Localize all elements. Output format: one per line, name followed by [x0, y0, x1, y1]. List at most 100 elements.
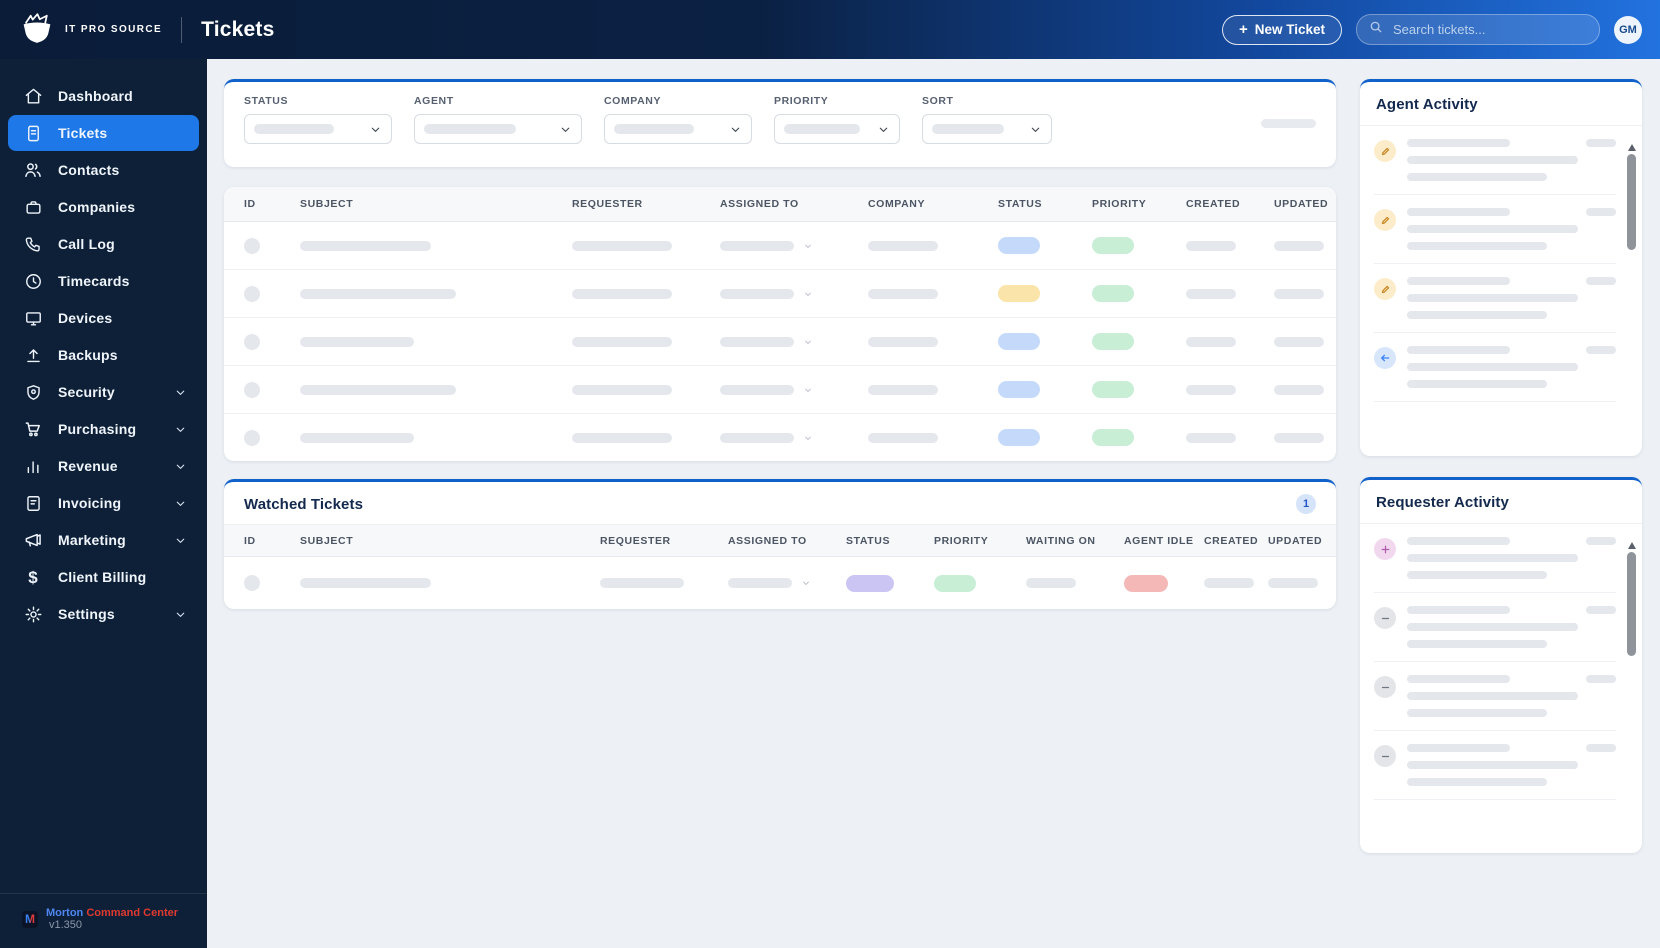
sidebar-item-contacts[interactable]: Contacts: [8, 152, 199, 188]
chevron-down-icon: [877, 123, 890, 136]
agent-filter-select[interactable]: [414, 114, 582, 144]
activity-line-skeleton: [1407, 709, 1547, 717]
sidebar-item-marketing[interactable]: Marketing: [8, 522, 199, 558]
sidebar-item-client-billing[interactable]: $ Client Billing: [8, 559, 199, 595]
header-divider: [181, 16, 183, 43]
assigned-skeleton: [728, 578, 792, 588]
sidebar-item-purchasing[interactable]: Purchasing: [8, 411, 199, 447]
new-ticket-button[interactable]: + New Ticket: [1221, 14, 1342, 45]
sidebar-item-dashboard[interactable]: Dashboard: [8, 78, 199, 114]
filter-label: AGENT: [414, 95, 454, 107]
priority-filter-select[interactable]: [774, 114, 900, 144]
activity-lines: [1407, 606, 1616, 648]
sidebar-item-call-log[interactable]: Call Log: [8, 226, 199, 262]
sidebar-item-label: Timecards: [58, 273, 130, 289]
activity-lines: [1407, 346, 1616, 388]
sidebar-item-settings[interactable]: Settings: [8, 596, 199, 632]
company-filter-select[interactable]: [604, 114, 752, 144]
sidebar-item-backups[interactable]: Backups: [8, 337, 199, 373]
ticket-row-skeleton: [224, 318, 1336, 366]
assigned-skeleton: [720, 384, 794, 395]
activity-time-skeleton: [1586, 606, 1616, 614]
tickets-icon: [23, 123, 43, 143]
call-log-icon: [23, 234, 43, 254]
status-filter-select[interactable]: [244, 114, 392, 144]
sidebar-item-revenue[interactable]: Revenue: [8, 448, 199, 484]
activity-title-skeleton: [1407, 744, 1510, 752]
requester-skeleton: [600, 578, 684, 588]
id-skeleton: [244, 429, 260, 446]
assigned-skeleton: [720, 288, 794, 299]
subject-skeleton: [300, 432, 414, 443]
assigned-skeleton: [720, 240, 794, 251]
sidebar-item-companies[interactable]: Companies: [8, 189, 199, 225]
column-header-company: COMPANY: [868, 198, 926, 210]
id-skeleton: [244, 237, 260, 254]
activity-item-skeleton: [1374, 126, 1616, 195]
search-input[interactable]: [1391, 21, 1587, 38]
search-box[interactable]: [1356, 14, 1600, 45]
activity-time-skeleton: [1586, 139, 1616, 147]
assigned-skeleton: [720, 336, 794, 347]
app-name-secondary: Command Center: [86, 907, 179, 919]
brand-name: IT PRO SOURCE: [65, 24, 163, 35]
activity-line-skeleton: [1407, 363, 1578, 371]
activity-time-skeleton: [1586, 537, 1616, 545]
id-skeleton: [244, 575, 260, 591]
requester-skeleton: [572, 288, 672, 299]
skeleton-bar: [614, 124, 694, 134]
minus-icon: [1374, 676, 1396, 698]
chevron-down-icon: [174, 423, 187, 436]
activity-item-skeleton: [1374, 524, 1616, 593]
skeleton-bar: [424, 124, 516, 134]
agent-activity-list: [1360, 126, 1642, 402]
brand-logo[interactable]: IT PRO SOURCE: [18, 11, 162, 49]
sidebar-item-invoicing[interactable]: Invoicing: [8, 485, 199, 521]
sort-filter-select[interactable]: [922, 114, 1052, 144]
chevron-down-icon: [174, 497, 187, 510]
activity-line-skeleton: [1407, 311, 1547, 319]
subject-skeleton: [300, 288, 456, 299]
tickets-column: STATUS AGENT COMPANY PRIORITY SORT: [224, 79, 1336, 948]
ticket-row-skeleton: [224, 414, 1336, 461]
app-version-text: Morton Command Center v1.350: [46, 907, 207, 931]
watched-tickets-card: Watched Tickets 1 ID SUBJECT REQUESTER ASSI…: [224, 479, 1336, 609]
column-header-id: ID: [244, 198, 256, 210]
activity-lines: [1407, 537, 1616, 579]
activity-item-skeleton: [1374, 195, 1616, 264]
scroll-up-icon[interactable]: [1627, 542, 1636, 549]
chevron-down-icon: [369, 123, 382, 136]
activity-lines: [1407, 744, 1616, 786]
page-title: Tickets: [201, 17, 275, 41]
sidebar-item-security[interactable]: Security: [8, 374, 199, 410]
column-header-status: STATUS: [998, 198, 1043, 210]
activity-line-skeleton: [1407, 692, 1578, 700]
chevron-down-icon: [801, 578, 811, 588]
sidebar-item-label: Client Billing: [58, 569, 147, 585]
filter-agent: AGENT: [414, 95, 582, 154]
activity-line-skeleton: [1407, 225, 1578, 233]
scrollbar-thumb[interactable]: [1627, 154, 1636, 250]
chevron-down-icon: [803, 385, 813, 395]
sidebar-item-devices[interactable]: Devices: [8, 300, 199, 336]
sidebar-item-timecards[interactable]: Timecards: [8, 263, 199, 299]
status-pill: [998, 429, 1040, 446]
scrollbar-thumb[interactable]: [1627, 552, 1636, 656]
sidebar: Dashboard Tickets Contacts Companies Cal…: [0, 59, 207, 948]
priority-pill: [1092, 381, 1134, 398]
column-header-created: CREATED: [1186, 198, 1241, 210]
filters-row: STATUS AGENT COMPANY PRIORITY SORT: [244, 95, 1052, 154]
sidebar-item-label: Companies: [58, 199, 136, 215]
column-header-subject: SUBJECT: [300, 198, 354, 210]
user-avatar[interactable]: GM: [1614, 15, 1642, 44]
sidebar-item-tickets[interactable]: Tickets: [8, 115, 199, 151]
scroll-up-icon[interactable]: [1627, 144, 1636, 151]
chevron-down-icon: [803, 241, 813, 251]
watched-count-badge: 1: [1296, 494, 1316, 514]
dashboard-icon: [23, 86, 43, 106]
activity-title-skeleton: [1407, 675, 1510, 683]
status-pill: [998, 285, 1040, 302]
client-billing-icon: $: [28, 567, 38, 587]
watched-table-header: ID SUBJECT REQUESTER ASSIGNED TO STATUS PRIOR…: [224, 524, 1336, 557]
activity-column: Agent Activity: [1360, 79, 1642, 948]
